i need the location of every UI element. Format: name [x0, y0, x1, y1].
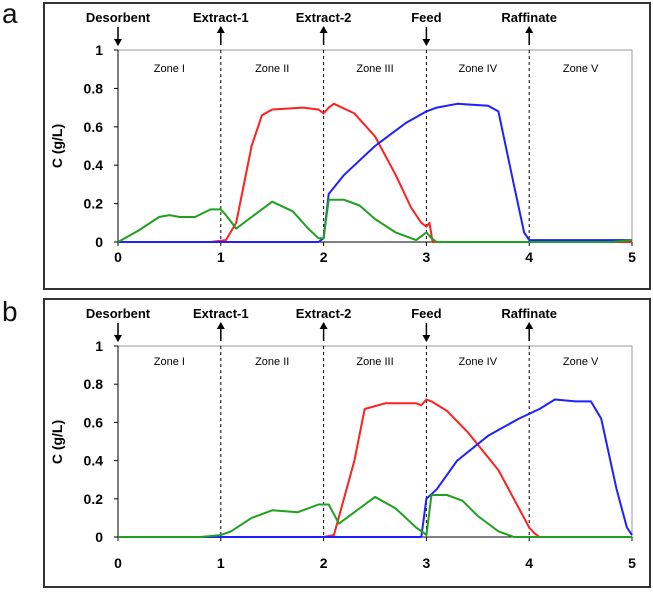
zone-label: Zone I	[154, 63, 185, 75]
panel-a-frame	[43, 2, 651, 290]
port-label: Extract-1	[193, 10, 249, 25]
port-arrow-head	[114, 335, 122, 342]
panel-a-letter: a	[2, 0, 18, 29]
y-tick-label: 0.2	[84, 196, 104, 212]
y-axis-label: C (g/L)	[49, 420, 65, 464]
x-tick-label: 1	[217, 249, 225, 265]
y-tick-label: 0.4	[84, 453, 104, 469]
chart-panel-a: 0 0.2 0.4 0.6 0.8 1 C (g/L) 0 1 2 3 4 5 Zone I Zone II…	[49, 10, 636, 265]
y-tick-label: 0	[95, 529, 103, 545]
port-label: Extract-2	[296, 10, 352, 25]
port-arrow-head	[216, 322, 225, 329]
port-label: Feed	[411, 10, 441, 25]
port-arrow-head	[216, 26, 225, 33]
port-arrow-head	[422, 39, 431, 46]
panel-b-frame	[43, 298, 651, 588]
port-label: Feed	[411, 306, 441, 321]
x-tick-label: 0	[114, 249, 122, 265]
port-arrow-head	[525, 26, 534, 33]
port-arrow-head	[422, 335, 431, 342]
zone-label: Zone II	[255, 63, 289, 75]
x-tick-label: 0	[114, 555, 122, 571]
chart-panel-b: 0 0.2 0.4 0.6 0.8 1 C (g/L) 0 1 2 3 4 5 Zone I Zone II…	[49, 306, 636, 571]
y-tick-label: 1	[95, 42, 103, 58]
x-tick-label: 5	[628, 249, 636, 265]
plot-area	[117, 345, 633, 538]
y-tick-label: 0.8	[84, 80, 104, 96]
port-label: Desorbent	[86, 10, 151, 25]
port-arrow-head	[319, 322, 328, 329]
series-line-1	[118, 102, 632, 243]
y-tick-label: 1	[95, 338, 103, 354]
series-line-1	[118, 398, 632, 538]
panel-b-letter: b	[2, 296, 18, 327]
port-label: Raffinate	[501, 10, 557, 25]
x-tick-label: 3	[423, 555, 431, 571]
zone-label: Zone V	[563, 63, 599, 75]
port-arrow-head	[525, 322, 534, 329]
zone-label: Zone IV	[459, 356, 498, 368]
series-line-2	[118, 398, 633, 538]
port-arrow-head	[114, 39, 122, 46]
x-tick-label: 1	[217, 555, 225, 571]
port-label: Desorbent	[86, 306, 151, 321]
zone-label: Zone III	[356, 356, 393, 368]
x-tick-label: 2	[320, 555, 328, 571]
x-tick-label: 4	[525, 249, 533, 265]
x-tick-label: 4	[525, 555, 533, 571]
y-tick-label: 0	[95, 234, 103, 250]
y-tick-label: 0.2	[84, 491, 104, 507]
zone-label: Zone III	[356, 63, 393, 75]
zone-label: Zone V	[563, 356, 599, 368]
y-tick-label: 0.6	[84, 119, 104, 135]
zone-label: Zone II	[255, 356, 289, 368]
x-tick-label: 3	[423, 249, 431, 265]
y-tick-label: 0.8	[84, 376, 104, 392]
series-line-2	[118, 102, 632, 243]
series-line-3	[118, 494, 632, 538]
x-tick-label: 5	[628, 555, 636, 571]
y-axis-label: C (g/L)	[49, 124, 65, 168]
zone-label: Zone IV	[459, 63, 498, 75]
y-tick-label: 0.4	[84, 157, 104, 173]
series-line-3	[117, 198, 633, 243]
x-tick-label: 2	[320, 249, 328, 265]
port-arrow-head	[319, 26, 328, 33]
y-tick-label: 0.6	[84, 414, 104, 430]
port-label: Extract-2	[296, 306, 352, 321]
port-label: Raffinate	[501, 306, 557, 321]
zone-label: Zone I	[154, 356, 185, 368]
port-label: Extract-1	[193, 306, 249, 321]
